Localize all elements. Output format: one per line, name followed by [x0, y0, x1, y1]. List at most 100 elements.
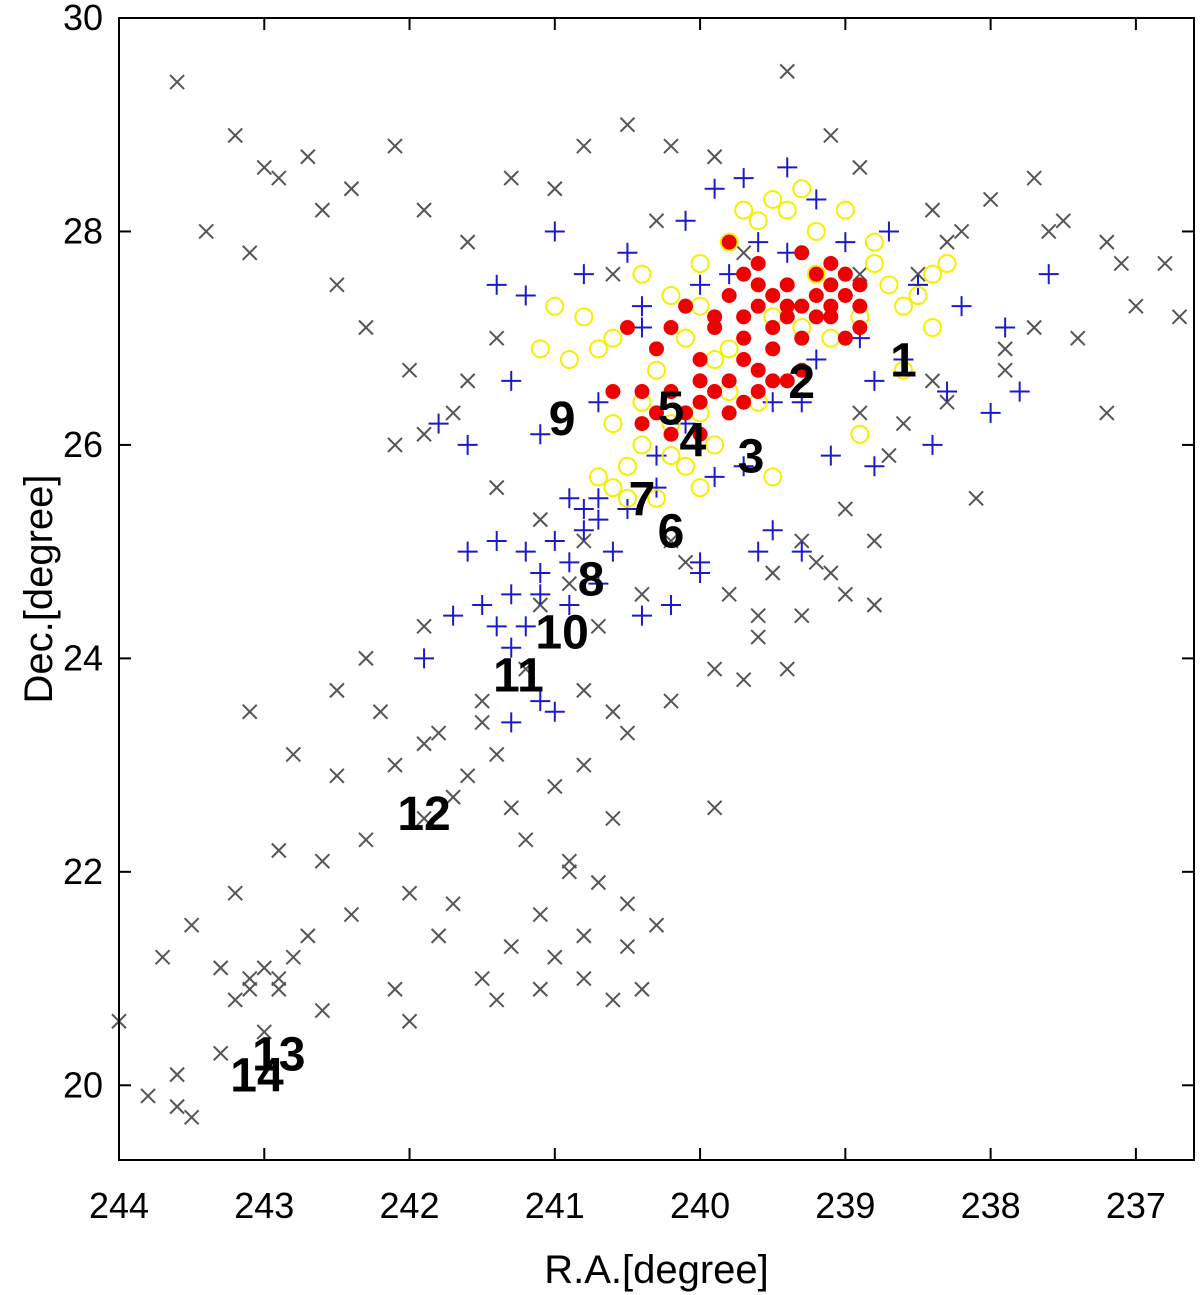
point-plus-marker — [544, 530, 565, 551]
x-tick-label: 239 — [815, 1185, 875, 1226]
point-dot-marker — [707, 320, 723, 336]
point-x-marker — [605, 992, 621, 1008]
point-dot-marker — [765, 373, 781, 389]
point-x-marker — [1055, 213, 1071, 229]
point-plus-marker — [501, 712, 522, 733]
point-circle-marker — [734, 200, 754, 220]
point-x-marker — [619, 117, 636, 133]
point-dot-marker — [721, 234, 737, 250]
point-x-marker — [924, 202, 941, 218]
point-x-marker — [518, 661, 534, 677]
point-x-marker — [169, 74, 185, 90]
point-x-marker — [256, 159, 272, 176]
point-x-marker — [852, 159, 868, 176]
point-plus-marker — [864, 456, 885, 477]
point-circle-marker — [792, 179, 812, 199]
point-dot-marker — [750, 298, 766, 314]
point-dot-marker — [649, 405, 664, 421]
plot-frame — [118, 17, 1195, 1161]
cluster-label: 5 — [658, 383, 685, 436]
point-x-marker — [503, 170, 519, 186]
point-plus-marker — [951, 296, 972, 317]
point-x-marker — [663, 138, 679, 154]
point-x-marker — [532, 981, 548, 997]
point-x-marker — [576, 970, 592, 987]
point-plus-marker — [907, 274, 928, 295]
point-plus-marker — [588, 573, 609, 594]
point-plus-marker — [646, 477, 667, 498]
point-circle-marker — [705, 435, 725, 455]
point-x-marker — [183, 917, 200, 933]
point-plus-marker — [515, 616, 536, 637]
y-tick-label: 20 — [63, 1064, 103, 1105]
point-plus-marker — [777, 242, 798, 263]
point-plus-marker — [457, 434, 478, 455]
point-dot-marker — [823, 309, 839, 325]
x-tick-label: 238 — [961, 1185, 1021, 1226]
point-x-marker — [619, 725, 636, 741]
cluster-label: 10 — [535, 607, 588, 660]
point-x-marker — [547, 778, 563, 795]
point-circle-marker — [661, 285, 681, 305]
point-x-marker — [619, 896, 636, 912]
point-x-marker — [256, 1024, 272, 1040]
point-x-marker — [503, 938, 519, 955]
point-plus-marker — [559, 595, 580, 616]
point-x-marker — [779, 63, 795, 80]
point-x-marker — [314, 1002, 331, 1019]
point-plus-marker — [457, 541, 478, 562]
x-tick-label: 242 — [380, 1185, 440, 1226]
point-x-marker — [430, 928, 447, 944]
point-x-marker — [329, 277, 345, 293]
point-plus-marker — [559, 552, 580, 573]
point-x-marker — [605, 810, 621, 827]
point-dot-marker — [852, 277, 868, 293]
point-dot-marker — [808, 287, 824, 303]
point-x-marker — [343, 906, 360, 923]
point-x-marker — [750, 629, 766, 645]
point-x-marker — [968, 490, 984, 506]
point-circle-marker — [690, 296, 710, 316]
point-circle-marker — [705, 350, 725, 370]
point-x-marker — [242, 970, 258, 987]
point-circle-marker — [545, 296, 565, 316]
point-x-marker — [576, 928, 592, 944]
point-dot-marker — [678, 298, 694, 314]
y-tick-label: 30 — [63, 0, 103, 38]
point-plus-marker — [573, 520, 594, 541]
point-circle-marker — [661, 446, 681, 466]
point-x-marker — [488, 330, 505, 346]
x-tick-label: 244 — [89, 1185, 149, 1226]
point-plus-marker — [631, 317, 652, 338]
point-x-marker — [227, 885, 243, 901]
point-dot-marker — [707, 309, 723, 325]
point-x-marker — [401, 362, 418, 378]
point-x-marker — [634, 586, 650, 603]
point-plus-marker — [806, 349, 827, 370]
point-circle-marker — [879, 275, 899, 295]
point-x-marker — [735, 245, 752, 261]
point-plus-marker — [501, 637, 522, 658]
point-plus-marker — [690, 552, 711, 573]
point-plus-marker — [501, 370, 522, 391]
point-dot-marker — [779, 298, 795, 314]
point-x-marker — [735, 672, 752, 688]
data-points — [111, 63, 1188, 1126]
x-tick-label: 243 — [234, 1185, 294, 1226]
point-plus-marker — [675, 210, 696, 231]
point-x-marker — [416, 426, 432, 442]
point-circle-marker — [574, 307, 594, 327]
y-tick-label: 24 — [63, 637, 103, 678]
point-x-marker — [547, 181, 563, 197]
point-dot-marker — [808, 266, 824, 282]
point-circle-marker — [864, 253, 884, 273]
point-circle-marker — [937, 253, 957, 273]
cluster-label: 4 — [679, 415, 706, 468]
point-x-marker — [518, 832, 534, 848]
point-x-marker — [866, 533, 883, 549]
point-x-marker — [372, 704, 389, 720]
point-dot-marker — [634, 384, 650, 400]
point-x-marker — [445, 789, 461, 805]
point-circle-marker — [603, 328, 623, 348]
